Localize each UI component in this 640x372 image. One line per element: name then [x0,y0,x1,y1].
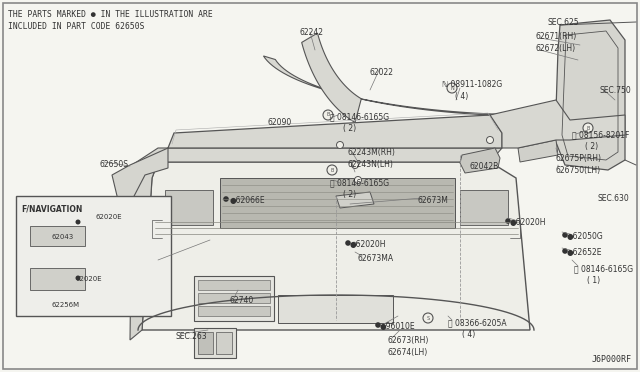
Bar [165,190,213,225]
Text: ( 4): ( 4) [462,330,476,339]
Text: N: N [450,86,454,90]
Text: B: B [326,112,330,118]
Text: THE PARTS MARKED ● IN THE ILLUSTRATION ARE
INCLUDED IN PART CODE 62650S: THE PARTS MARKED ● IN THE ILLUSTRATION A… [8,10,212,31]
Text: SEC.750: SEC.750 [600,86,632,95]
Text: ( 2): ( 2) [585,142,598,151]
Polygon shape [130,148,168,340]
Text: ●62066E: ●62066E [230,196,266,205]
Text: 62256M: 62256M [52,302,80,308]
Text: 62650S: 62650S [100,160,129,169]
Bar [30,268,85,290]
Text: ●62050G: ●62050G [567,232,604,241]
Circle shape [486,137,493,144]
Text: 62243M(RH): 62243M(RH) [348,148,396,157]
Polygon shape [460,148,500,173]
Circle shape [423,313,433,323]
Bar [194,276,274,321]
Text: 62673MA: 62673MA [358,254,394,263]
Text: 62673M: 62673M [418,196,449,205]
Text: Ⓑ 08156-8201F: Ⓑ 08156-8201F [572,130,629,139]
Circle shape [327,165,337,175]
Text: 62090: 62090 [268,118,292,127]
Text: Ⓑ 08146-6165G: Ⓑ 08146-6165G [574,264,633,273]
Bar [16,196,171,316]
Text: 62675P(RH): 62675P(RH) [555,154,601,163]
Bar [194,328,236,358]
Text: 62022: 62022 [370,68,394,77]
Text: 62043: 62043 [52,234,74,240]
Text: ( 1): ( 1) [587,276,600,285]
Circle shape [345,240,351,246]
Bar [198,293,270,303]
Circle shape [562,248,568,254]
Text: 626750(LH): 626750(LH) [555,166,600,175]
Polygon shape [264,56,540,116]
Text: J6P000RF: J6P000RF [592,355,632,364]
Circle shape [323,110,333,120]
Text: 62020E: 62020E [95,214,122,220]
Text: ●62020H: ●62020H [350,240,387,249]
Bar [220,178,455,228]
Text: 62243N(LH): 62243N(LH) [348,160,394,169]
Bar [460,190,508,225]
Text: ●62652E: ●62652E [567,248,602,257]
Text: S: S [426,315,429,321]
Circle shape [337,141,344,148]
Text: ℕ 08911-1082G: ℕ 08911-1082G [442,80,502,89]
Text: B: B [586,125,589,131]
Text: ●62020H: ●62020H [510,218,547,227]
Text: 62242: 62242 [300,28,324,37]
Polygon shape [518,140,558,162]
Text: 62673(RH): 62673(RH) [388,336,429,345]
Text: SEC.625: SEC.625 [548,18,580,27]
Bar [198,332,213,354]
Polygon shape [301,33,362,122]
Text: 62020E: 62020E [75,276,102,282]
Text: ●96010E: ●96010E [380,322,415,331]
Text: SEC.263: SEC.263 [176,332,207,341]
Circle shape [351,161,358,169]
Text: 62672(LH): 62672(LH) [535,44,575,53]
Text: 62674(LH): 62674(LH) [388,348,428,357]
Text: B: B [330,167,333,173]
Circle shape [583,123,593,133]
Circle shape [375,322,381,328]
Circle shape [447,83,457,93]
Circle shape [76,276,81,280]
Bar [216,332,232,354]
Polygon shape [555,20,625,170]
Text: 62671(RH): 62671(RH) [535,32,576,41]
Polygon shape [142,162,530,330]
Bar [30,226,85,246]
Polygon shape [490,100,625,148]
Text: Ⓑ 08146-6165G: Ⓑ 08146-6165G [330,112,389,121]
Circle shape [562,232,568,238]
Text: ( 2): ( 2) [343,190,356,199]
Polygon shape [336,192,374,208]
Circle shape [505,218,511,224]
Text: ( 2): ( 2) [343,124,356,133]
Text: 62042B: 62042B [470,162,499,171]
Circle shape [355,176,362,183]
Bar [198,280,270,290]
Circle shape [223,196,229,202]
Polygon shape [112,148,168,200]
Text: 62740: 62740 [230,296,254,305]
Text: Ⓑ 08146-6165G: Ⓑ 08146-6165G [330,178,389,187]
Text: SEC.630: SEC.630 [598,194,630,203]
Polygon shape [168,115,502,148]
Bar [278,295,393,323]
Bar [198,306,270,316]
Circle shape [76,219,81,224]
Polygon shape [158,148,502,162]
Text: Ⓢ 08366-6205A: Ⓢ 08366-6205A [448,318,507,327]
Text: F/NAVIGATION: F/NAVIGATION [21,204,83,213]
Text: ( 4): ( 4) [455,92,468,101]
